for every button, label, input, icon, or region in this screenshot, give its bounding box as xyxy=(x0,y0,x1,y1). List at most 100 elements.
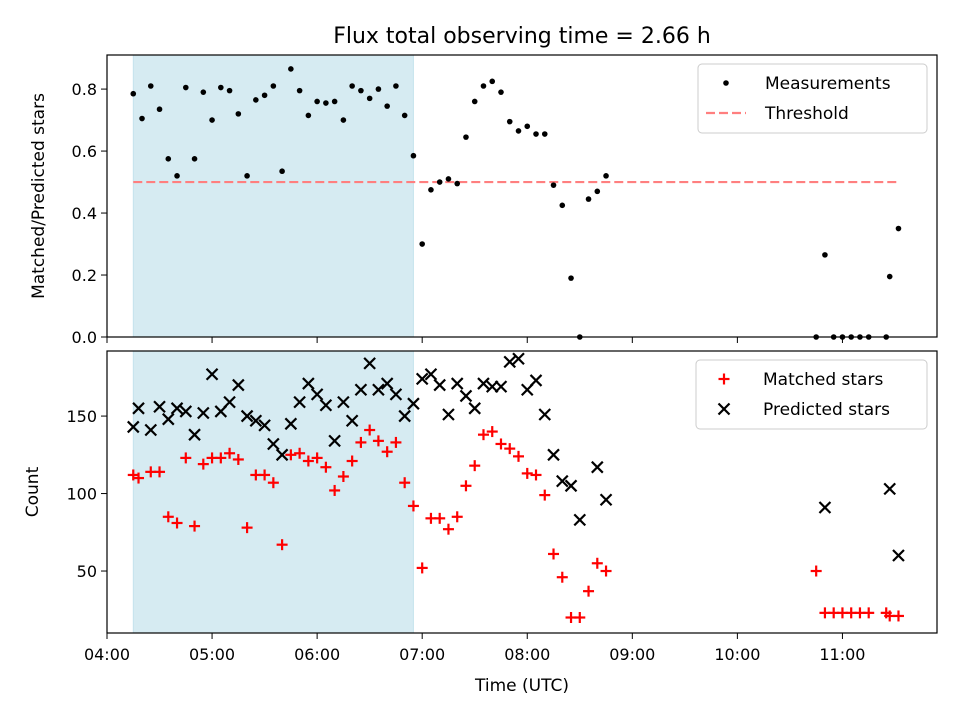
cross-b xyxy=(529,374,543,387)
predicted-star-point xyxy=(275,448,289,462)
cross-b xyxy=(717,402,731,416)
observing-span-bottom xyxy=(132,350,414,634)
predicted-star-point xyxy=(372,383,385,397)
predicted-star-point xyxy=(345,414,359,428)
matched-star-point xyxy=(892,610,904,622)
cross-b xyxy=(258,419,271,432)
predicted-star-point xyxy=(162,412,175,426)
cross-b xyxy=(179,405,193,418)
measurement-point xyxy=(349,83,355,89)
cross-b xyxy=(354,383,368,397)
matched-star-point xyxy=(154,466,166,478)
cross-b xyxy=(573,513,587,527)
predicted-star-point xyxy=(337,395,350,409)
measurement-point xyxy=(226,87,233,94)
cross-b xyxy=(363,357,376,370)
matched-star-point xyxy=(495,438,507,450)
matched-star-point xyxy=(460,480,472,492)
cross-b xyxy=(293,395,306,409)
measurement-point xyxy=(358,87,364,94)
cross-b xyxy=(372,383,385,397)
cross-b xyxy=(547,448,560,462)
cross-b xyxy=(319,398,333,412)
measurement-point xyxy=(314,98,320,105)
predicted-star-point xyxy=(442,408,455,421)
predicted-star-point xyxy=(354,383,368,397)
predicted-star-point xyxy=(328,434,341,448)
matched-star-point xyxy=(477,429,489,441)
matched-star-point xyxy=(259,469,271,481)
predicted-star-point xyxy=(883,482,896,496)
measurement-point xyxy=(480,83,487,89)
cross-b xyxy=(132,402,145,415)
legend-box xyxy=(695,359,928,430)
predicted-star-point xyxy=(284,417,298,431)
cross-b xyxy=(477,377,490,390)
cross-b xyxy=(892,549,905,562)
predicted-star-point xyxy=(818,501,832,514)
cross-b xyxy=(380,377,394,390)
matched-star-point xyxy=(600,565,612,577)
cross-b xyxy=(599,493,613,507)
top-y-axis: 0.0 0.2 0.4 0.6 0.8 xyxy=(72,80,107,347)
measurement-point xyxy=(559,202,566,209)
predicted-star-point xyxy=(512,352,525,366)
predicted-star-point xyxy=(599,493,613,507)
matched-star-point xyxy=(171,517,183,529)
legend-label: Predicted stars xyxy=(763,400,890,420)
measurement-point xyxy=(288,66,294,72)
measurement-point xyxy=(568,275,574,281)
cross-b xyxy=(538,408,552,421)
cross-b xyxy=(442,408,455,421)
measurement-point xyxy=(603,173,609,179)
measurement-point xyxy=(533,131,539,137)
predicted-star-point xyxy=(179,405,193,418)
cross-b xyxy=(310,388,324,401)
y-tick-label: 0.4 xyxy=(72,204,97,223)
cross-b xyxy=(197,406,210,420)
predicted-star-point xyxy=(459,389,473,403)
x-tick-label: 10:00 xyxy=(714,645,760,664)
measurement-point xyxy=(174,173,180,179)
cross-b xyxy=(503,355,517,369)
cross-b xyxy=(205,367,219,381)
matched-star-point xyxy=(583,585,595,597)
cross-b xyxy=(555,474,569,488)
measurement-point xyxy=(524,123,531,130)
matched-star-point xyxy=(390,436,402,448)
cross-b xyxy=(337,395,350,409)
predicted-star-point xyxy=(591,460,604,474)
predicted-star-point xyxy=(555,474,569,488)
predicted-star-point xyxy=(415,372,429,386)
cross-b xyxy=(223,395,236,409)
cross-b xyxy=(275,448,289,462)
predicted-star-point xyxy=(144,423,158,437)
observing-span-top xyxy=(132,54,414,338)
predicted-star-point xyxy=(132,402,145,415)
predicted-star-point xyxy=(389,388,403,401)
top-legend: Measurements Threshold xyxy=(697,63,928,134)
predicted-star-point xyxy=(197,406,210,420)
measurement-point xyxy=(541,131,548,137)
cross-b xyxy=(249,414,263,428)
predicted-star-point xyxy=(249,414,263,428)
predicted-star-point xyxy=(258,419,271,432)
measurement-point xyxy=(585,196,592,202)
matched-star-point xyxy=(530,469,542,481)
matched-star-point xyxy=(320,461,332,473)
measurement-point xyxy=(454,180,461,187)
measurement-point xyxy=(244,173,250,179)
cross-b xyxy=(591,460,604,474)
predicted-star-point xyxy=(538,408,552,421)
measurement-point xyxy=(340,117,347,123)
measurement-point xyxy=(445,176,452,182)
cross-b xyxy=(494,380,508,393)
measurement-point xyxy=(261,92,268,99)
legend-marker xyxy=(723,80,729,86)
cross-b xyxy=(398,409,411,423)
predicted-star-point xyxy=(293,395,306,409)
matched-stars-points xyxy=(127,424,904,624)
measurement-point xyxy=(436,179,443,185)
y-tick-label: 0.6 xyxy=(72,142,97,161)
